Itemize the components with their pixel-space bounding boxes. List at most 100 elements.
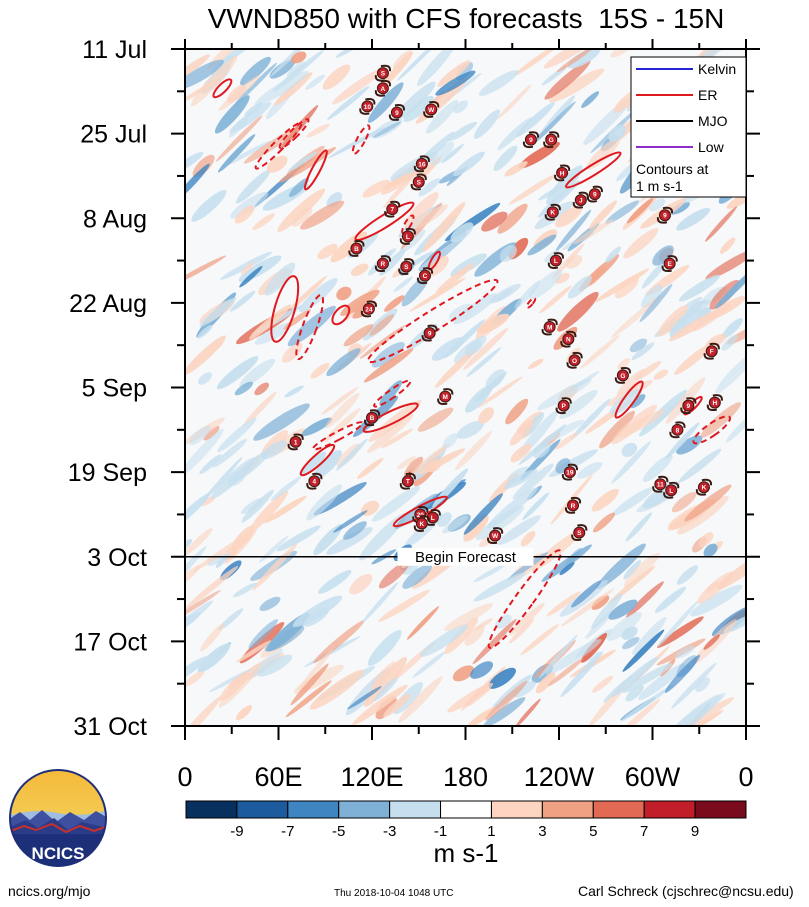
- colorbar-label: -3: [383, 823, 396, 840]
- anomaly-patch: [533, 441, 551, 459]
- anomaly-patch: [193, 534, 248, 572]
- anomaly-patch: [216, 356, 259, 390]
- anomaly-patch: [430, 141, 455, 166]
- storm-label: M: [443, 394, 448, 401]
- anomaly-patch: [435, 263, 474, 294]
- storm-label: S: [417, 179, 422, 186]
- anomaly-patch: [538, 634, 578, 679]
- anomaly-patch: [359, 325, 406, 359]
- anomaly-patch: [678, 448, 722, 483]
- storm-label: L: [406, 234, 410, 241]
- y-tick-label: 3 Oct: [87, 544, 147, 572]
- anomaly-patch: [412, 651, 446, 678]
- anomaly-patch: [248, 304, 292, 340]
- anomaly-patch: [485, 369, 506, 389]
- anomaly-patch: [509, 602, 545, 636]
- anomaly-patch: [185, 163, 210, 200]
- anomaly-patch: [336, 286, 352, 301]
- storm-label: S: [404, 264, 409, 271]
- colorbar-bin: [541, 800, 594, 819]
- anomaly-patch: [264, 625, 305, 652]
- storm-label: 9: [395, 110, 399, 117]
- anomaly-patch: [497, 84, 532, 120]
- storm-label: A: [381, 86, 386, 93]
- anomaly-patch: [326, 348, 361, 376]
- storm-marker: 19: [561, 463, 578, 481]
- anomaly-patch: [291, 51, 307, 64]
- storm-label: 24: [365, 306, 373, 313]
- er-contour-solid: [614, 380, 644, 419]
- anomaly-patch: [383, 693, 411, 718]
- anomaly-patch: [678, 274, 720, 302]
- anomaly-patch: [403, 95, 434, 122]
- storm-label: K: [420, 521, 425, 528]
- anomaly-patch: [489, 283, 521, 304]
- anomaly-patch: [474, 618, 493, 631]
- anomaly-patch: [431, 337, 465, 361]
- anomaly-patch: [203, 426, 220, 441]
- anomaly-patch: [622, 663, 673, 693]
- forecast-label: Begin Forecast: [415, 549, 517, 566]
- anomaly-patch: [527, 234, 557, 256]
- storm-label: L: [669, 488, 673, 495]
- anomaly-patch: [352, 684, 408, 725]
- storm-marker: 9: [388, 104, 406, 121]
- er-contour-solid: [303, 149, 328, 191]
- anomaly-patch: [310, 363, 330, 379]
- storm-label: S: [577, 530, 582, 537]
- anomaly-patch: [617, 358, 630, 370]
- anomaly-patch: [652, 245, 674, 266]
- anomaly-patch: [674, 343, 713, 375]
- anomaly-patch: [234, 381, 254, 396]
- storm-marker: 9: [586, 185, 603, 203]
- anomaly-patch: [418, 178, 441, 197]
- anomaly-patch: [266, 155, 288, 173]
- anomaly-patch: [259, 596, 281, 611]
- anomaly-patch: [546, 591, 581, 617]
- anomaly-patch: [568, 371, 600, 392]
- anomaly-patch: [235, 169, 271, 204]
- anomaly-patch: [483, 697, 526, 726]
- anomaly-patch: [611, 441, 652, 484]
- anomaly-patch: [291, 207, 313, 227]
- anomaly-patch: [371, 342, 405, 368]
- storm-label: G: [549, 137, 554, 144]
- anomaly-patch: [212, 438, 247, 468]
- anomaly-patch: [623, 228, 659, 259]
- anomaly-patch: [192, 154, 215, 178]
- anomaly-patch: [199, 297, 237, 327]
- colorbar-label: 7: [640, 823, 648, 840]
- anomaly-patch: [454, 430, 493, 471]
- anomaly-patch: [359, 512, 407, 561]
- anomaly-patch: [616, 368, 646, 396]
- anomaly-patch: [435, 70, 476, 96]
- anomaly-patch: [642, 454, 673, 482]
- timestamp: Thu 2018-10-04 1048 UTC: [334, 888, 454, 899]
- anomaly-patch: [303, 607, 330, 627]
- anomaly-patch: [325, 392, 360, 429]
- y-tick-label: 8 Aug: [83, 205, 147, 233]
- anomaly-patch: [509, 618, 535, 644]
- anomaly-patch: [504, 161, 528, 177]
- anomaly-patch: [229, 290, 256, 312]
- legend-label: ER: [698, 87, 717, 103]
- anomaly-patch: [402, 563, 433, 589]
- er-contour-dashed: [367, 278, 499, 364]
- er-contour-dashed: [525, 297, 537, 309]
- anomaly-patch: [695, 677, 711, 692]
- anomaly-patch: [555, 209, 592, 252]
- anomaly-patch: [452, 665, 474, 682]
- colorbar-label: -7: [281, 823, 294, 840]
- storm-label: P: [562, 403, 567, 410]
- anomaly-patch: [288, 177, 310, 198]
- storm-marker: 7: [384, 200, 401, 218]
- anomaly-patch: [653, 369, 669, 380]
- anomaly-patch: [207, 49, 248, 70]
- anomaly-patch: [301, 417, 333, 436]
- legend-note: Contours at 1 m s-1: [636, 161, 708, 194]
- anomaly-patch: [197, 643, 231, 673]
- anomaly-patch: [545, 639, 602, 675]
- anomaly-patch: [185, 564, 201, 588]
- forecast-line: Begin Forecast: [185, 547, 746, 566]
- anomaly-patch: [434, 347, 477, 388]
